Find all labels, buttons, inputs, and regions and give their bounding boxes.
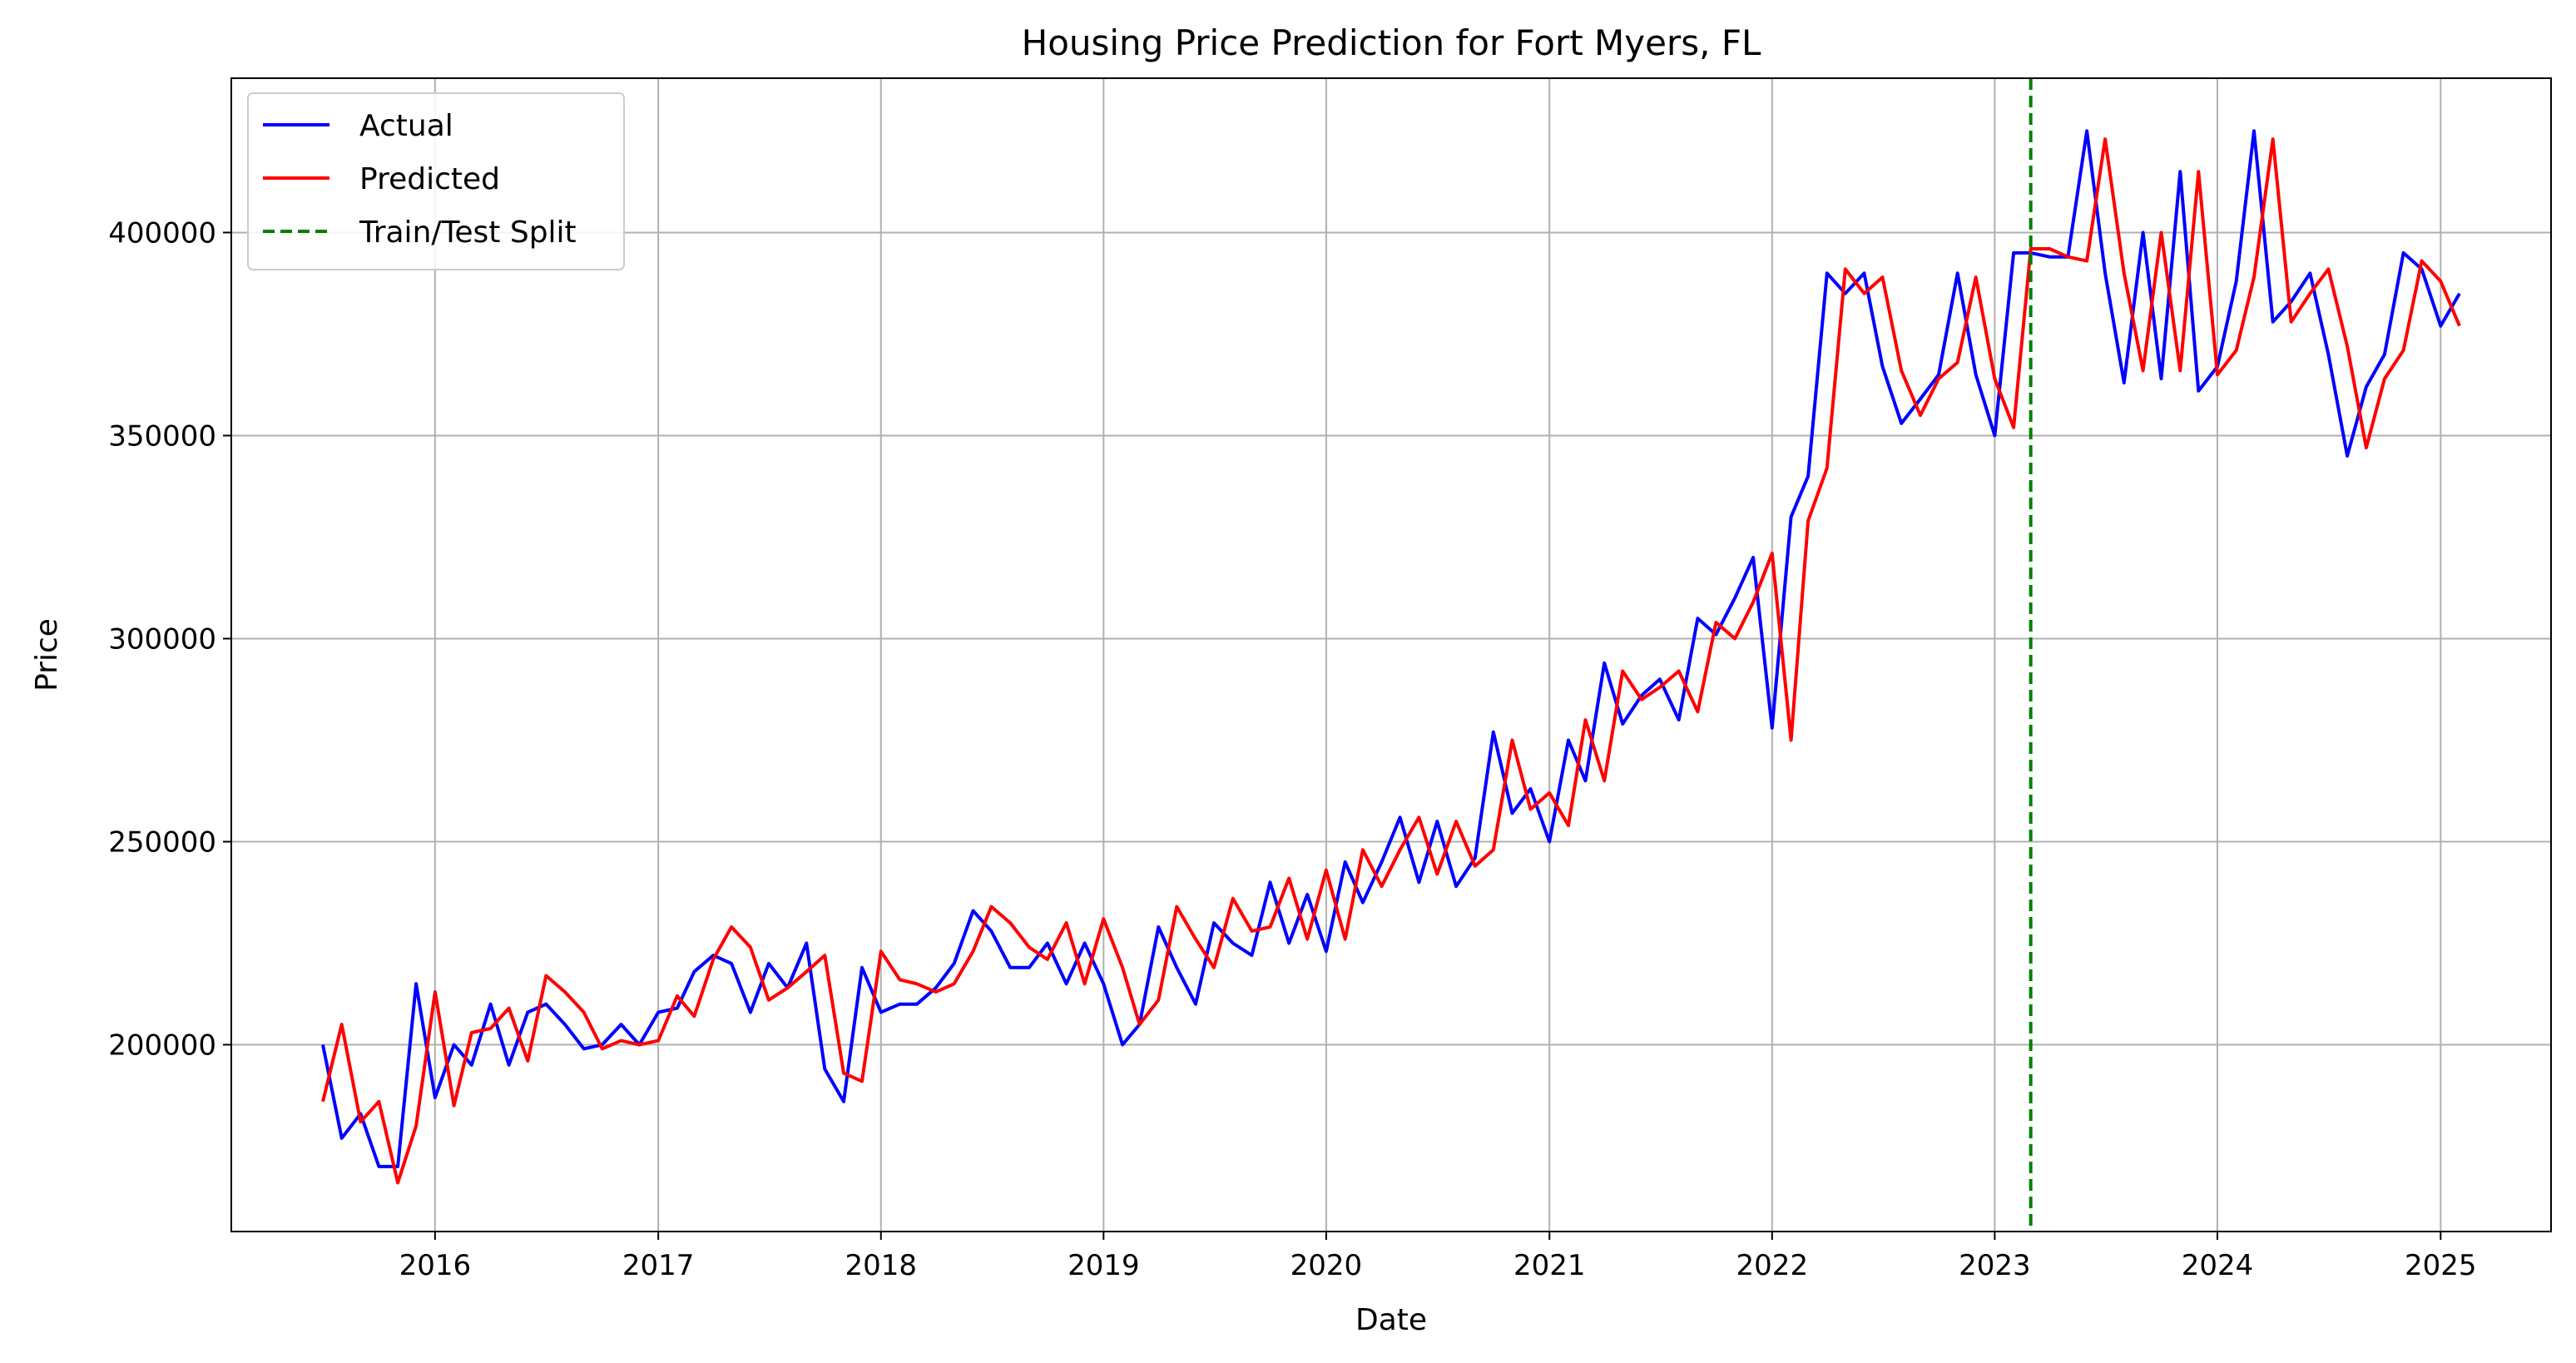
legend-label: Actual xyxy=(359,109,453,143)
y-tick-label: 200000 xyxy=(108,1029,216,1063)
grid xyxy=(231,78,2551,1232)
y-tick-label: 250000 xyxy=(108,825,216,859)
x-tick-label: 2022 xyxy=(1736,1249,1809,1282)
plot-frame xyxy=(230,77,2552,1232)
legend-box xyxy=(247,92,625,270)
x-tick-label: 2017 xyxy=(622,1249,695,1282)
x-tick-label: 2024 xyxy=(2182,1249,2254,1282)
chart-title: Housing Price Prediction for Fort Myers,… xyxy=(1022,22,1761,63)
x-tick-label: 2019 xyxy=(1068,1249,1140,1282)
x-axis-title: Date xyxy=(1355,1303,1427,1337)
x-tick-label: 2023 xyxy=(1959,1249,2031,1282)
y-axis: 200000 250000 300000 350000 400000 xyxy=(108,216,231,1063)
legend-label: Predicted xyxy=(359,162,500,196)
x-tick-label: 2025 xyxy=(2405,1249,2477,1282)
y-tick-label: 300000 xyxy=(108,622,216,656)
x-tick-label: 2018 xyxy=(845,1249,917,1282)
x-axis: 2016 2017 2018 2019 2020 2021 2022 2023 2024 2025 xyxy=(399,1232,2477,1282)
series-line-predicted xyxy=(321,137,2461,1185)
y-tick-label: 400000 xyxy=(108,216,216,250)
series-lines xyxy=(321,78,2461,1232)
x-tick-label: 2016 xyxy=(399,1249,472,1282)
legend: Actual Predicted Train/Test Split xyxy=(247,92,625,270)
legend-label: Train/Test Split xyxy=(359,216,577,250)
y-axis-title: Price xyxy=(30,618,64,691)
series-line-actual xyxy=(321,129,2461,1168)
y-tick-label: 350000 xyxy=(108,419,216,453)
x-tick-label: 2020 xyxy=(1290,1249,1363,1282)
x-tick-label: 2021 xyxy=(1513,1249,1586,1282)
